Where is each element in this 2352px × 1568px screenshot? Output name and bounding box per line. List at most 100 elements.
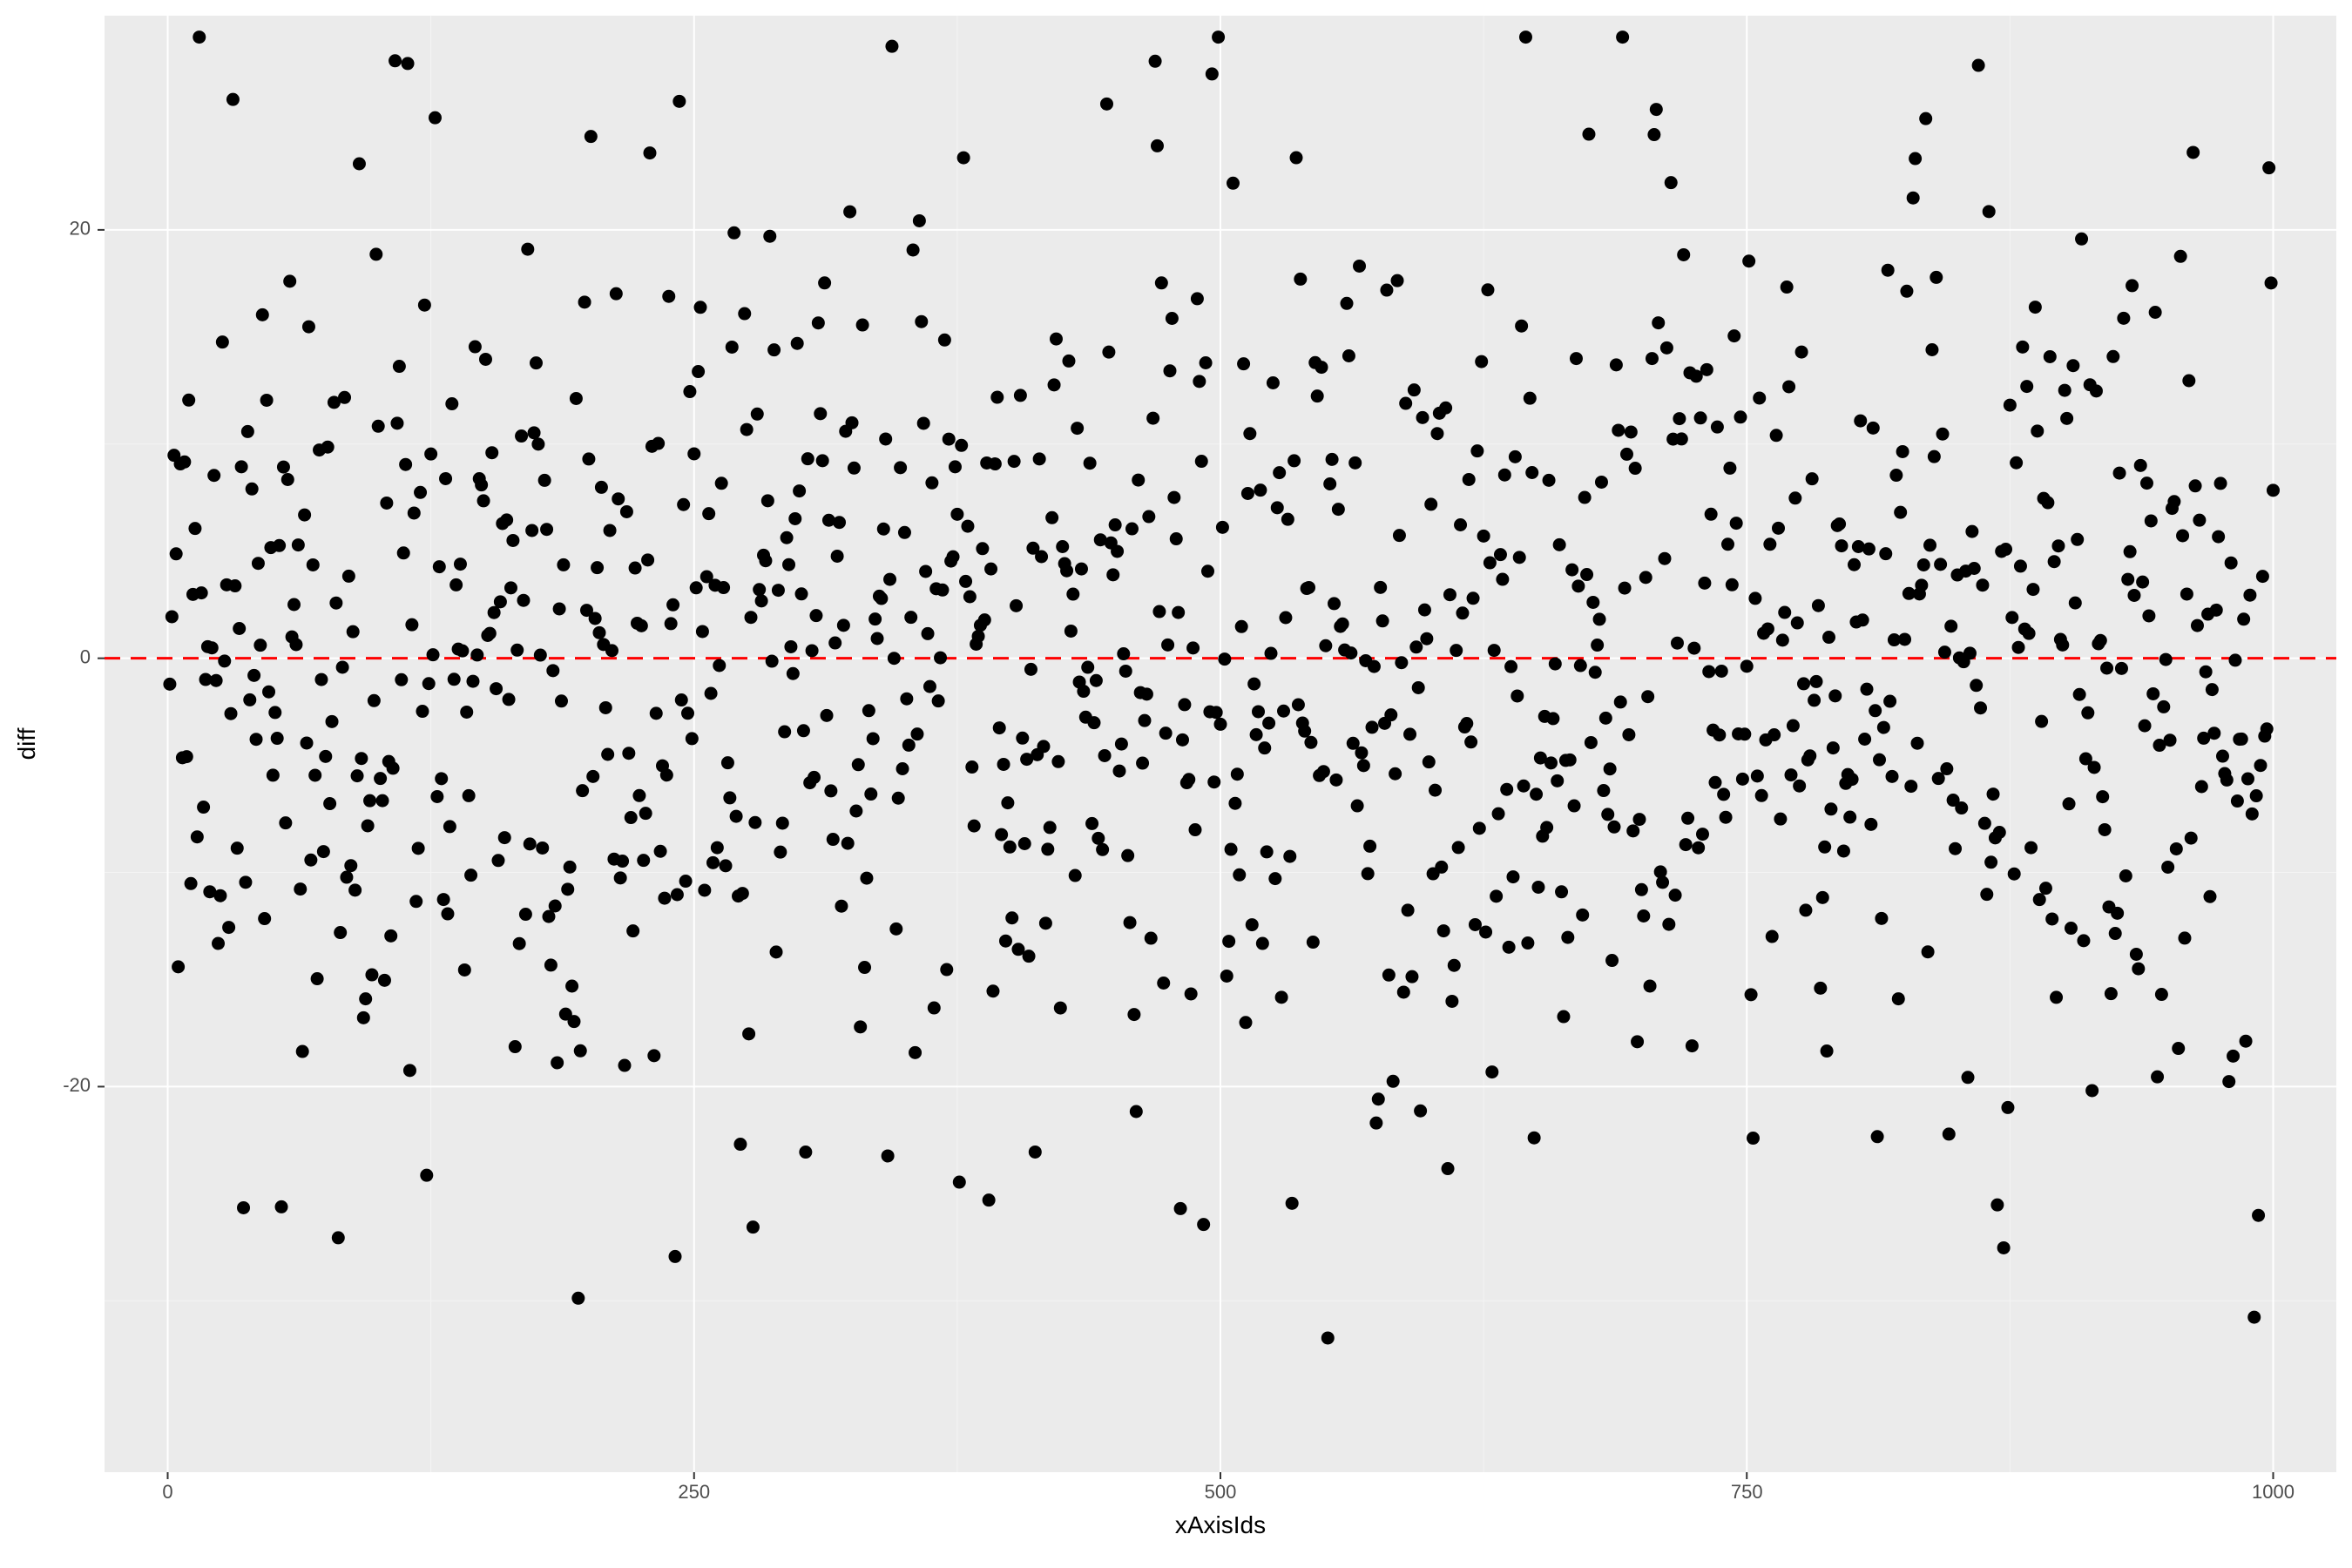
data-point: [1723, 462, 1736, 475]
data-point: [1294, 273, 1307, 286]
data-point: [2170, 842, 2183, 855]
data-point: [1445, 995, 1458, 1008]
data-point: [1641, 690, 1654, 703]
data-point: [1810, 675, 1823, 688]
data-point: [2020, 380, 2033, 393]
data-point: [1997, 1241, 2011, 1254]
data-point: [774, 846, 787, 859]
data-point: [947, 551, 960, 564]
data-point: [246, 483, 259, 496]
data-point: [2265, 276, 2278, 289]
data-point: [2041, 497, 2054, 510]
data-point: [1767, 728, 1781, 741]
data-point: [1485, 1065, 1498, 1078]
y-tick-label: 20: [70, 218, 91, 240]
data-point: [662, 290, 675, 303]
data-point: [525, 524, 538, 537]
data-point: [1656, 875, 1669, 889]
data-point: [166, 610, 179, 623]
data-point: [1568, 800, 1581, 813]
data-point: [637, 854, 650, 867]
data-point: [2069, 597, 2082, 610]
data-point: [517, 594, 530, 607]
data-point: [2262, 161, 2275, 174]
data-point: [449, 578, 463, 591]
data-point: [745, 611, 758, 624]
data-point: [427, 648, 440, 661]
data-point: [2267, 483, 2280, 497]
data-point: [301, 736, 314, 749]
data-point: [1565, 564, 1578, 577]
data-point: [1496, 573, 1509, 586]
data-point: [1176, 733, 1189, 747]
data-point: [841, 837, 855, 850]
data-point: [1864, 818, 1877, 831]
data-point: [1317, 765, 1330, 778]
data-point: [1846, 773, 1859, 786]
data-point: [1856, 613, 1869, 626]
data-point: [2039, 882, 2052, 895]
data-point: [416, 705, 429, 718]
data-point: [1803, 749, 1816, 762]
data-point: [1711, 421, 1724, 434]
data-point: [1166, 312, 1179, 325]
data-point: [766, 655, 779, 668]
data-point: [437, 893, 450, 906]
data-point: [1382, 969, 1396, 982]
data-point: [625, 811, 638, 824]
data-point: [1488, 644, 1501, 657]
data-point: [1974, 701, 1987, 714]
data-point: [1197, 1218, 1210, 1231]
data-point: [721, 756, 734, 769]
data-point: [1494, 548, 1507, 561]
data-point: [1814, 982, 1827, 995]
data-point: [1071, 422, 1084, 435]
data-point: [1372, 1092, 1385, 1105]
data-point: [1500, 783, 1513, 796]
data-point: [314, 673, 328, 686]
data-point: [1023, 950, 1036, 963]
data-point: [565, 979, 578, 992]
data-point: [1344, 646, 1357, 659]
data-point: [1745, 988, 1758, 1001]
data-point: [1001, 796, 1014, 809]
data-point: [1405, 970, 1418, 983]
data-point: [239, 875, 252, 889]
data-point: [1702, 665, 1715, 678]
data-point: [932, 694, 945, 707]
data-point: [2012, 641, 2025, 654]
data-point: [540, 523, 553, 536]
data-point: [1774, 813, 1787, 826]
data-point: [1692, 841, 1705, 855]
x-tick-label: 0: [162, 1481, 172, 1503]
data-point: [2023, 627, 2036, 640]
data-point: [463, 789, 476, 802]
data-point: [296, 1045, 309, 1058]
data-point: [1791, 617, 1804, 630]
data-point: [494, 595, 507, 608]
data-point: [513, 937, 526, 950]
data-point: [1341, 297, 1354, 310]
data-point: [1087, 716, 1100, 729]
data-point: [268, 706, 281, 719]
data-point: [879, 432, 892, 445]
data-point: [1525, 466, 1538, 479]
data-point: [1894, 506, 1907, 519]
data-point: [999, 935, 1012, 948]
data-point: [1085, 817, 1098, 830]
data-point: [519, 908, 532, 921]
data-point: [1694, 411, 1707, 424]
data-point: [1218, 652, 1231, 666]
data-point: [1260, 845, 1274, 858]
data-point: [620, 505, 633, 518]
data-point: [1311, 389, 1324, 402]
data-point: [753, 583, 766, 596]
data-point: [1157, 977, 1170, 990]
data-point: [188, 522, 201, 535]
data-point: [1721, 537, 1734, 551]
data-point: [1564, 754, 1577, 767]
data-point: [2088, 760, 2101, 774]
data-point: [1965, 525, 1978, 538]
data-point: [359, 992, 372, 1005]
data-point: [422, 677, 436, 690]
